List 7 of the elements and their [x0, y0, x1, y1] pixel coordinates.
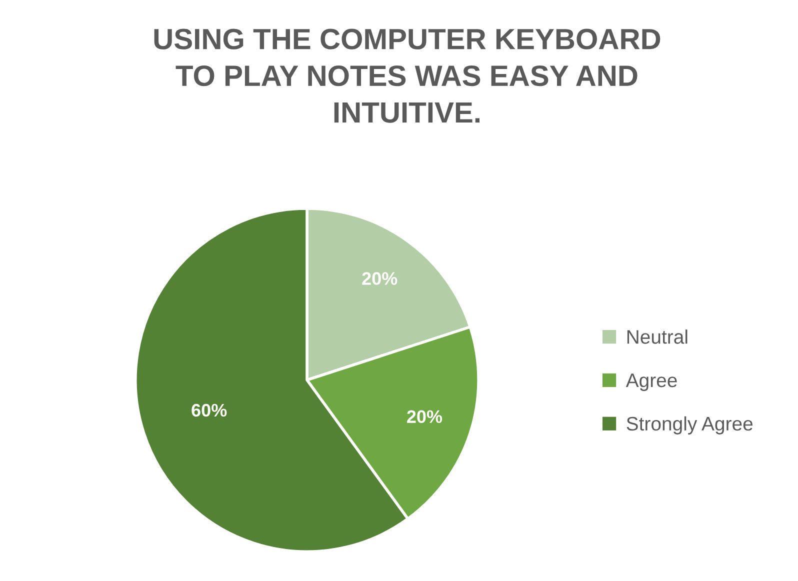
legend-label: Strongly Agree: [626, 416, 753, 434]
chart-title: USING THE COMPUTER KEYBOARD TO PLAY NOTES WAS EASY AND INTUITIVE.: [154, 28, 660, 123]
legend-label: Neutral: [627, 330, 688, 344]
legend-label: Agree: [626, 374, 677, 392]
data-label: 60%: [192, 404, 227, 417]
data-label: 20%: [407, 410, 442, 424]
data-label: 20%: [362, 272, 398, 285]
